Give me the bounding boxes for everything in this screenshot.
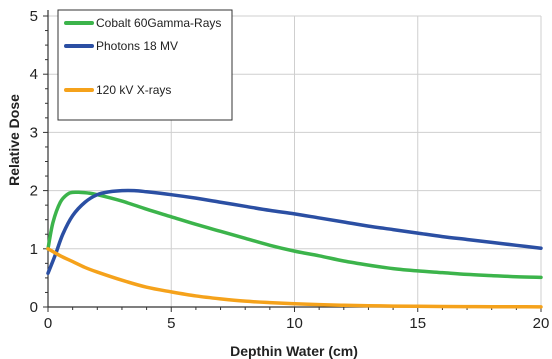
y-tick-label: 0 bbox=[30, 299, 38, 316]
series-line-2 bbox=[46, 188, 543, 275]
x-tick-label: 5 bbox=[167, 315, 175, 332]
y-tick-label: 5 bbox=[30, 8, 38, 25]
legend: Cobalt 60Gamma-Rays Photons 18 MV 120 kV X… bbox=[57, 9, 233, 121]
x-tick-label: 0 bbox=[44, 315, 52, 332]
legend-label: Photons 18 MV bbox=[96, 39, 178, 53]
legend-label: Cobalt 60Gamma-Rays bbox=[96, 16, 221, 30]
x-axis-title: Depthin Water (cm) bbox=[230, 343, 358, 359]
x-tick-label: 10 bbox=[286, 315, 303, 332]
tick-labels: 0 1 2 3 4 5 0 5 10 15 20 bbox=[30, 8, 550, 332]
y-tick-label: 1 bbox=[30, 241, 38, 258]
y-axis-title: Relative Dose bbox=[6, 94, 22, 186]
series-line-1 bbox=[46, 190, 543, 280]
y-tick-label: 3 bbox=[30, 124, 38, 141]
legend-box bbox=[57, 9, 233, 121]
series-lines bbox=[46, 188, 543, 309]
series-line-3 bbox=[46, 247, 543, 309]
y-tick-label: 4 bbox=[30, 66, 38, 83]
y-tick-label: 2 bbox=[30, 183, 38, 200]
x-tick-label: 15 bbox=[409, 315, 426, 332]
x-tick-label: 20 bbox=[533, 315, 550, 332]
legend-label: 120 kV X-rays bbox=[96, 83, 171, 97]
